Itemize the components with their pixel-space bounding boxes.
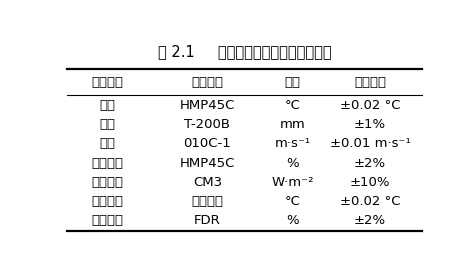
Text: ±10%: ±10%: [349, 176, 389, 189]
Text: HMP45C: HMP45C: [179, 99, 235, 111]
Text: °C: °C: [284, 195, 300, 208]
Text: ±2%: ±2%: [353, 214, 386, 227]
Text: ±0.02 °C: ±0.02 °C: [339, 99, 399, 111]
Text: 单位: 单位: [284, 76, 300, 89]
Text: 气温: 气温: [99, 99, 116, 111]
Text: 监测项目: 监测项目: [91, 76, 123, 89]
Text: W·m⁻²: W·m⁻²: [271, 176, 313, 189]
Text: ±2%: ±2%: [353, 156, 386, 169]
Text: FDR: FDR: [194, 214, 220, 227]
Text: %: %: [286, 156, 298, 169]
Text: 热敏电阻: 热敏电阻: [191, 195, 223, 208]
Text: 土壤温度: 土壤温度: [91, 195, 123, 208]
Text: ±0.02 °C: ±0.02 °C: [339, 195, 399, 208]
Text: T-200B: T-200B: [184, 118, 230, 131]
Text: 风速: 风速: [99, 137, 116, 150]
Text: 相对湿度: 相对湿度: [91, 156, 123, 169]
Text: 观测精度: 观测精度: [353, 76, 386, 89]
Text: 010C-1: 010C-1: [183, 137, 231, 150]
Text: ±1%: ±1%: [353, 118, 386, 131]
Text: ±0.01 m·s⁻¹: ±0.01 m·s⁻¹: [329, 137, 410, 150]
Text: HMP45C: HMP45C: [179, 156, 235, 169]
Text: 太阳辐射: 太阳辐射: [91, 176, 123, 189]
Text: 土壤水分: 土壤水分: [91, 214, 123, 227]
Text: °C: °C: [284, 99, 300, 111]
Text: CM3: CM3: [192, 176, 222, 189]
Text: m·s⁻¹: m·s⁻¹: [274, 137, 310, 150]
Text: 降水: 降水: [99, 118, 116, 131]
Text: %: %: [286, 214, 298, 227]
Text: 表 2.1     气象数据观测仪器及相关信息: 表 2.1 气象数据观测仪器及相关信息: [158, 44, 330, 59]
Text: mm: mm: [279, 118, 305, 131]
Text: 仪器型号: 仪器型号: [191, 76, 223, 89]
